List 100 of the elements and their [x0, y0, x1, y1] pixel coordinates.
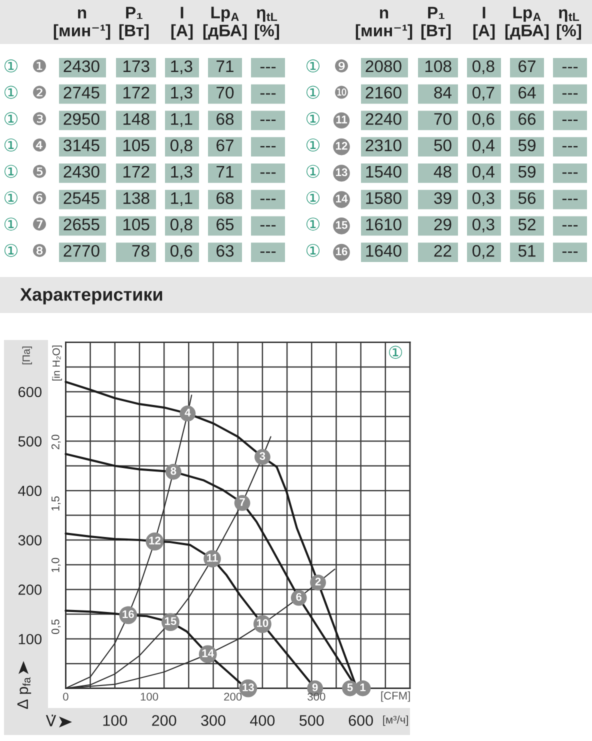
annotation: 16: [122, 610, 134, 618]
text: 67: [216, 139, 234, 152]
text: 3145: [64, 139, 100, 152]
text: P₁ [Вт]: [119, 6, 149, 40]
text: ---: [260, 93, 276, 95]
text: 172: [123, 86, 150, 98]
text: ---: [260, 120, 276, 121]
text: 2080: [366, 60, 402, 72]
text: ❾: [335, 59, 348, 72]
text: 12: [336, 142, 348, 150]
annotation: ①: [389, 346, 402, 359]
text: ①: [4, 59, 18, 72]
text: ①: [306, 191, 320, 204]
x-tick-label: 500: [299, 715, 324, 726]
y2-axis-title: [in H₂O]: [52, 346, 62, 381]
text: 50: [434, 139, 452, 152]
text: 59: [518, 139, 536, 152]
text: ---: [562, 198, 578, 200]
text: ①: [4, 191, 18, 204]
y-tick-label: 200: [18, 584, 42, 595]
text: ❶: [33, 59, 46, 72]
text: 2430: [64, 60, 100, 72]
text: ---: [562, 252, 578, 253]
x-tick-label: 300: [201, 715, 226, 726]
y2-tick-label: 2,0: [51, 434, 61, 450]
text: 1,3: [171, 166, 192, 180]
text: I [A]: [473, 6, 495, 40]
text: 0,7: [472, 86, 494, 101]
text: ①: [306, 59, 320, 72]
text: ①: [306, 86, 320, 99]
text: 0,6: [170, 244, 192, 259]
y-tick-label: 100: [18, 634, 42, 644]
text: ①: [4, 164, 18, 178]
annotation: 5: [347, 684, 353, 692]
text: 65: [216, 218, 234, 230]
y-tick-label: 400: [18, 486, 42, 496]
text: 2545: [64, 192, 100, 204]
text: 0,6: [472, 113, 494, 127]
y2-tick-label: 1,0: [51, 558, 61, 572]
text: 0,8: [472, 60, 494, 74]
x-axis-title: [м³/ч]: [383, 715, 408, 726]
text: 68: [216, 113, 234, 125]
text: 70: [216, 86, 234, 99]
annotation: 13: [242, 683, 254, 692]
text: ---: [562, 66, 578, 68]
text: 172: [123, 166, 150, 178]
text: 48: [434, 166, 452, 178]
text: ---: [260, 225, 276, 226]
text: ---: [260, 252, 276, 253]
text: 70: [434, 113, 452, 125]
text: 0,3: [472, 192, 494, 206]
text: 173: [123, 60, 150, 72]
text: 0,4: [472, 166, 495, 180]
text: 59: [518, 166, 536, 178]
text: ①: [306, 218, 320, 231]
text: ①: [306, 244, 320, 257]
text: 1640: [366, 244, 402, 257]
text: ---: [260, 66, 276, 68]
text: 29: [434, 218, 452, 230]
text: 68: [216, 192, 234, 204]
x-tick-label: 600: [348, 715, 373, 726]
annotation: 11: [207, 554, 218, 562]
text: 2745: [64, 86, 100, 99]
text: ---: [260, 172, 276, 174]
text: ---: [562, 172, 578, 174]
text: 71: [216, 60, 234, 72]
text: 84: [434, 86, 452, 99]
text: 67: [518, 60, 536, 72]
text: 2160: [366, 86, 402, 99]
text: 108: [425, 60, 452, 72]
text: 39: [434, 192, 452, 204]
text: 16: [336, 247, 348, 256]
text: 0,4: [472, 139, 495, 154]
text: ❿: [335, 86, 348, 99]
text: 1610: [366, 218, 402, 230]
y-axis-title: [Па]: [22, 346, 32, 364]
text: 52: [518, 218, 536, 230]
annotation: 14: [202, 649, 214, 658]
text: P₁ [Вт]: [421, 6, 451, 40]
text: 63: [216, 244, 234, 257]
text: 2430: [64, 166, 100, 178]
text: ①: [4, 112, 18, 126]
x2-tick-label: 300: [308, 692, 326, 701]
text: 2950: [64, 113, 100, 125]
text: ❼: [33, 218, 46, 231]
text: ①: [4, 86, 18, 99]
x2-tick-label: 0: [63, 692, 68, 701]
text: 71: [216, 166, 234, 178]
text: n [мин⁻¹]: [356, 9, 412, 40]
text: ❸: [33, 112, 46, 126]
text: n [мин⁻¹]: [54, 9, 110, 40]
text: 1540: [366, 166, 402, 178]
x-tick-label: 400: [250, 715, 275, 726]
annotation: 2: [315, 578, 321, 586]
text: V̇: [46, 714, 56, 726]
text: ---: [562, 93, 578, 95]
text: 64: [518, 86, 536, 99]
text: Δ p$_{fa}$: [17, 677, 32, 709]
text: η$_{tL}$ [%]: [254, 9, 280, 40]
text: 66: [518, 113, 536, 125]
